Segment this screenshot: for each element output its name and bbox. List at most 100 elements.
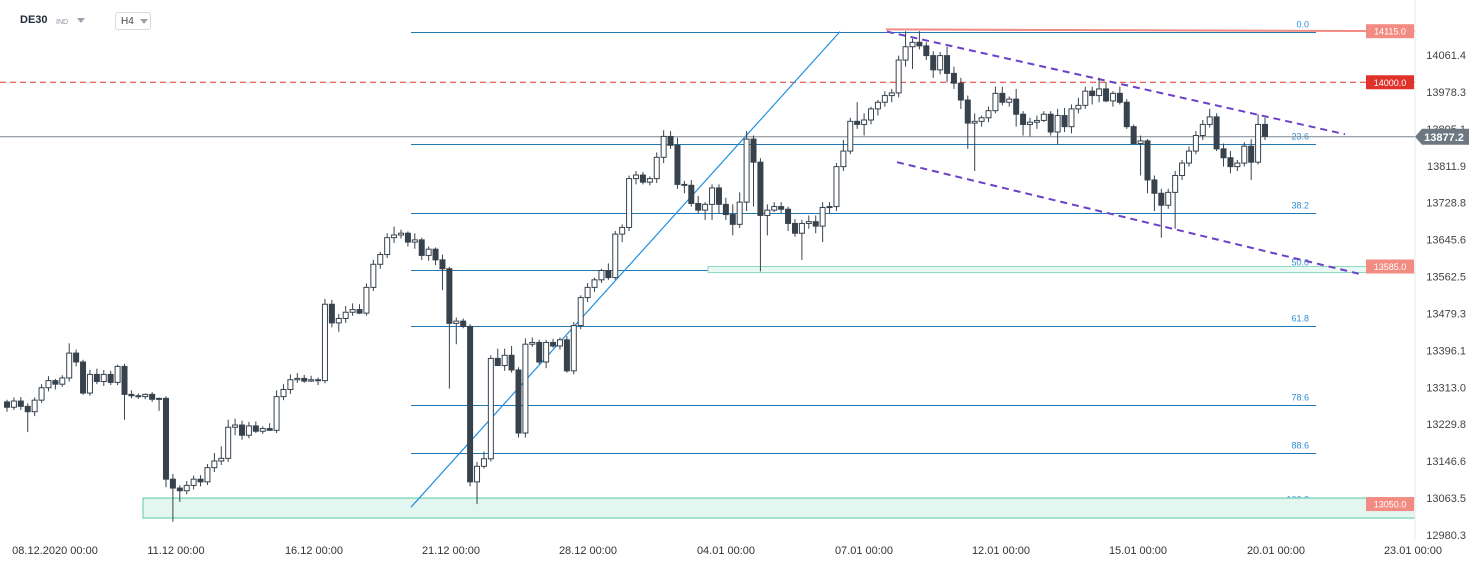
fib-label: 50.0 [1291,258,1309,268]
candle-bullish [847,120,854,152]
candle-bearish [169,478,176,489]
candle-bullish [612,233,619,279]
candle-bearish [328,303,335,324]
candle-bearish [999,92,1006,103]
x-tick-label: 04.01 00:00 [697,545,755,557]
x-tick-label: 15.01 00:00 [1109,545,1167,557]
candle-bullish [868,108,875,121]
candle-bullish [183,484,190,492]
fib-label: 0.0 [1296,20,1309,30]
candle-bullish [805,221,812,224]
price-tag-label: 13585.0 [1374,262,1407,272]
candle-bullish [1234,162,1241,168]
y-tick-label: 13645.6 [1426,235,1466,247]
candle-bullish [211,460,218,469]
candle-bearish [785,208,792,224]
candle-bearish [315,379,322,382]
candle-bullish [702,203,709,211]
current-price-tag [1415,128,1469,145]
y-tick-label: 13562.5 [1426,272,1466,284]
candle-bullish [1054,115,1061,133]
current-price-label: 13877.2 [1424,132,1464,144]
candle-bullish [633,174,639,180]
candle-bearish [1227,157,1234,168]
candle-bullish [660,135,667,158]
candle-bullish [771,206,778,211]
candle-bullish [902,46,909,61]
candle-bearish [197,478,204,483]
candle-bearish [239,424,246,436]
candle-bullish [501,354,508,367]
y-tick-label: 13728.8 [1426,198,1466,210]
candle-bearish [404,232,411,243]
candle-bearish [162,397,169,480]
candle-bearish [944,55,951,74]
candle-bearish [107,373,114,383]
candle-bullish [1192,135,1199,152]
candle-bullish [66,352,73,379]
candle-bearish [964,99,971,124]
candle-bearish [605,270,612,279]
candle-bearish [52,380,59,385]
price-tag [1366,259,1414,274]
x-tick-label: 11.12 00:00 [147,545,204,557]
candle-bearish [688,184,695,204]
candle-bullish [1185,150,1192,164]
candle-bullish [218,457,225,462]
candle-bullish [38,387,45,401]
symbol-chevron-down-icon[interactable] [77,18,85,23]
candle-bearish [460,320,467,327]
candle-bullish [142,393,149,398]
candle-bearish [24,405,31,413]
candle-bearish [757,161,764,216]
price-tag-label: 14115.0 [1374,27,1406,37]
candle-bearish [135,395,142,398]
candle-bullish [1040,113,1047,121]
candle-bullish [1241,145,1248,164]
candle-bullish [556,339,563,347]
candle-bullish [1179,162,1186,176]
candle-bullish [653,156,660,180]
candle-bullish [370,263,377,288]
x-tick-label: 08.12.2020 00:00 [12,545,98,557]
candle-bullish [321,303,328,382]
candle-bullish [363,286,370,314]
candle-bullish [245,425,252,436]
candle-bearish [563,339,570,372]
candle-bearish [266,428,273,431]
candle-bearish [432,248,439,261]
candle-bullish [874,101,881,110]
candle-bearish [1103,88,1110,102]
candle-bearish [93,373,100,383]
candle-bullish [1075,104,1082,110]
candle-bearish [73,352,80,363]
candle-bullish [31,399,38,413]
candle-bullish [646,178,653,183]
candle-bearish [252,425,259,432]
resistance-line [885,28,1416,33]
candle-bullish [1026,121,1033,125]
candle-bearish [508,354,515,371]
candle-bearish [467,325,474,483]
candle-bullish [1206,116,1213,125]
candle-bearish [1158,192,1165,206]
candle-bearish [923,45,930,57]
y-tick-label: 13396.1 [1426,345,1466,357]
y-tick-label: 13811.9 [1427,161,1466,173]
candle-bullish [59,377,66,385]
channel-lower-line [896,161,1363,276]
candle-bullish [114,365,121,383]
candle-bullish [335,317,342,324]
timeframe-select[interactable]: H4 [115,12,151,30]
candle-bearish [439,259,446,270]
candle-bullish [840,150,847,168]
candle-bearish [715,187,722,205]
candle-bearish [418,239,425,256]
candle-bullish [10,400,17,408]
candle-bullish [1068,108,1075,128]
candle-bullish [474,465,481,483]
candle-bullish [570,325,577,372]
candle-bullish [225,426,232,459]
y-tick-label: 13229.8 [1426,419,1466,431]
